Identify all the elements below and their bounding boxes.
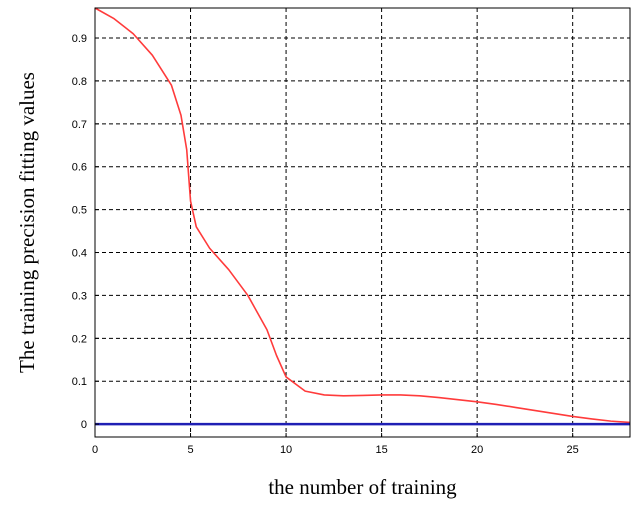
y-axis-title: The training precision fitting values bbox=[15, 72, 39, 373]
y-axis: 0 0.1 0.2 0.3 0.4 0.5 0.6 0.7 0.8 0.9 bbox=[72, 33, 99, 431]
x-axis: 0 5 10 15 20 25 bbox=[92, 433, 579, 456]
y-tick-label: 0.8 bbox=[72, 76, 87, 88]
x-tick-label: 10 bbox=[280, 444, 292, 456]
y-tick-label: 0.3 bbox=[72, 290, 87, 302]
series-layer bbox=[94, 7, 631, 426]
y-tick-label: 0.7 bbox=[72, 119, 87, 131]
x-axis-title: the number of training bbox=[268, 475, 457, 499]
y-tick-label: 0 bbox=[81, 419, 87, 431]
x-tick-label: 25 bbox=[567, 444, 579, 456]
x-tick-label: 20 bbox=[471, 444, 483, 456]
y-tick-label: 0.1 bbox=[72, 376, 87, 388]
y-tick-label: 0.9 bbox=[72, 33, 87, 45]
grid bbox=[95, 8, 630, 437]
x-tick-label: 0 bbox=[92, 444, 98, 456]
y-tick-label: 0.2 bbox=[72, 333, 87, 345]
series-line-0 bbox=[94, 7, 631, 424]
y-tick-label: 0.4 bbox=[72, 248, 87, 260]
x-tick-label: 15 bbox=[375, 444, 387, 456]
y-tick-label: 0.6 bbox=[72, 162, 87, 174]
plot-frame bbox=[94, 7, 631, 438]
x-tick-label: 5 bbox=[187, 444, 193, 456]
y-tick-label: 0.5 bbox=[72, 205, 87, 217]
